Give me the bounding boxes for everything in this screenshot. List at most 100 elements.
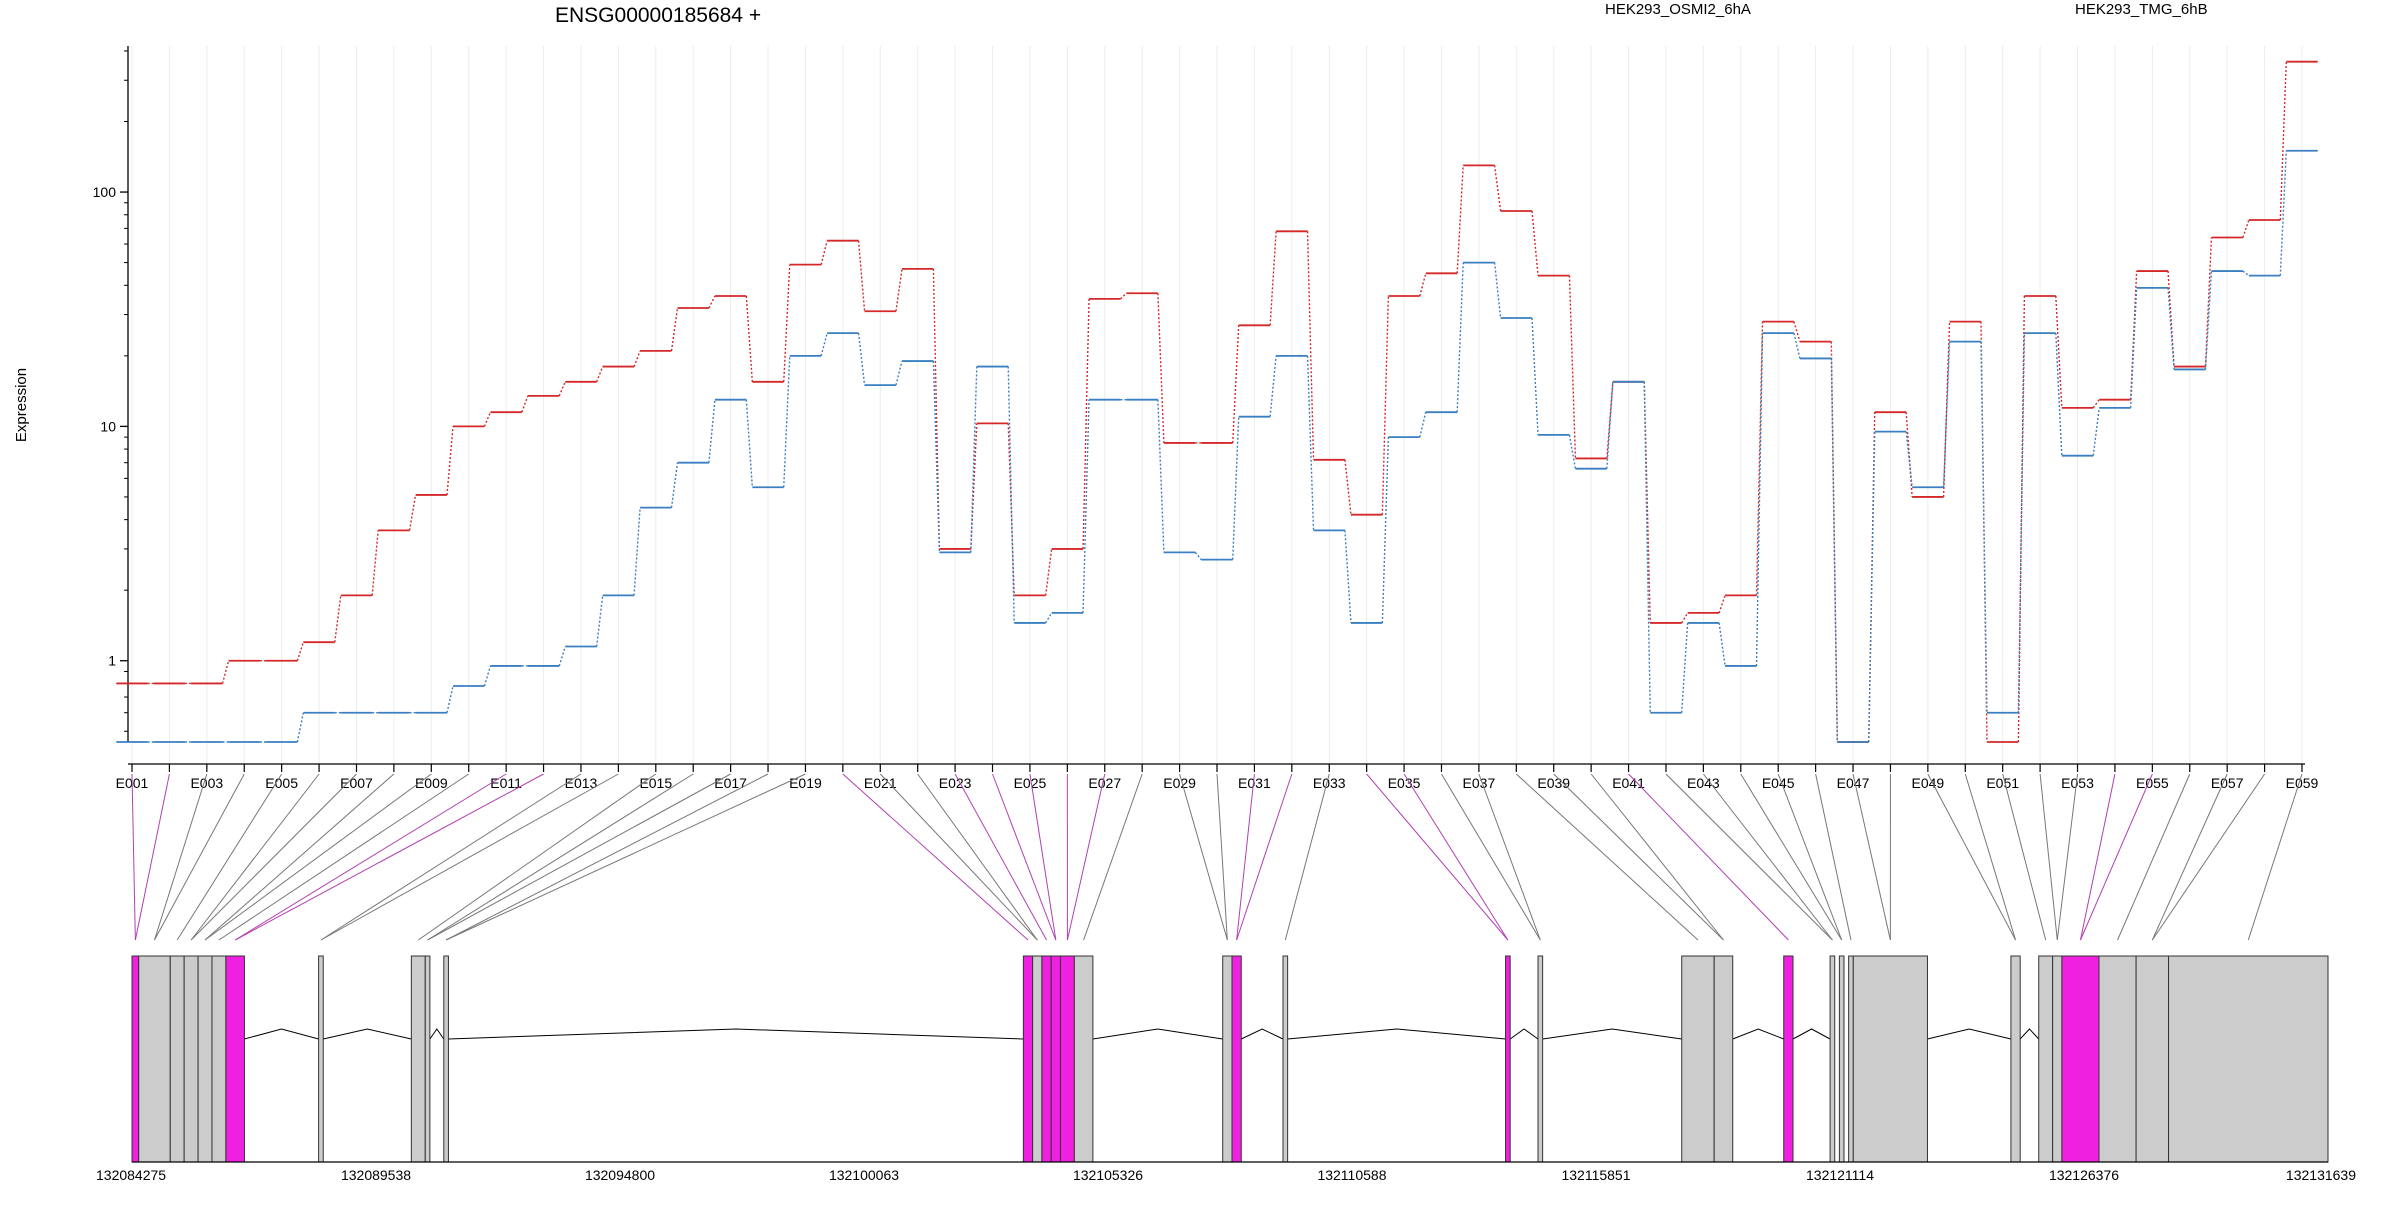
genomic-coordinate-label: 132094800 — [585, 1167, 655, 1183]
series-2-connector — [1457, 263, 1463, 413]
exon-block — [1223, 956, 1232, 1162]
series-2-connector — [746, 400, 752, 488]
connector-E024 — [993, 774, 1056, 940]
exon-block — [1784, 956, 1793, 1162]
series-2-connector — [1345, 530, 1351, 623]
connector-E045 — [1778, 774, 1841, 940]
series-1-connector — [1532, 211, 1538, 276]
y-axis-label: Expression — [13, 368, 30, 442]
series-2-connector — [859, 333, 865, 385]
connector-E029 — [1180, 774, 1228, 940]
connector-E033 — [1285, 774, 1329, 940]
series-1-connector — [1046, 549, 1052, 595]
genomic-coordinate-label: 132084275 — [96, 1167, 166, 1183]
genomic-coordinate-label: 132131639 — [2286, 1167, 2356, 1183]
exon-block — [1060, 956, 1074, 1162]
connector-E032 — [1237, 774, 1292, 940]
exon-block — [2136, 956, 2168, 1162]
series-1-connector — [859, 241, 865, 312]
series-1-connector — [746, 296, 752, 382]
x-tick-label-E037: E037 — [1463, 775, 1496, 791]
exon-block — [1714, 956, 1733, 1162]
series-1-connector — [410, 495, 416, 530]
x-tick-label-E045: E045 — [1762, 775, 1795, 791]
exon-block — [444, 956, 449, 1162]
exon-block — [1283, 956, 1288, 1162]
exon-block — [319, 956, 324, 1162]
exon-block — [1830, 956, 1835, 1162]
connector-E010 — [219, 774, 469, 940]
series-1-connector — [447, 426, 453, 495]
exon-block — [1839, 956, 1844, 1162]
connector-E005 — [177, 774, 281, 940]
connector-E053 — [2057, 774, 2077, 940]
x-tick-label-E021: E021 — [864, 775, 897, 791]
genomic-coordinate-label: 132100063 — [829, 1167, 899, 1183]
y-tick-label-10: 10 — [100, 418, 116, 434]
series-2-connector — [1495, 263, 1501, 318]
x-tick-label-E009: E009 — [415, 775, 448, 791]
chart-title: ENSG00000185684 + — [555, 4, 761, 27]
connector-E002 — [135, 774, 169, 940]
legend-entry-tmg: HEK293_TMG_6hB — [2075, 1, 2208, 18]
series-2-connector — [2056, 333, 2062, 456]
connector-E057 — [2152, 774, 2227, 940]
connector-E054 — [2080, 774, 2114, 940]
grid — [132, 46, 2302, 764]
x-tick-label-E007: E007 — [340, 775, 373, 791]
exon-connector-lines — [132, 774, 2302, 940]
connector-E051 — [2003, 774, 2046, 940]
exon-block — [1042, 956, 1051, 1162]
x-tick-label-E035: E035 — [1388, 775, 1421, 791]
intron-line — [323, 1029, 411, 1039]
connector-E056 — [2118, 774, 2190, 940]
series-2-connector — [1644, 382, 1650, 713]
connector-E058 — [2152, 774, 2264, 940]
genomic-coordinate-label: 132110588 — [1317, 1167, 1386, 1183]
series-2-connector — [447, 686, 453, 713]
exon-block — [212, 956, 226, 1162]
x-tick-label-E005: E005 — [265, 775, 298, 791]
series-2-connector — [709, 400, 715, 463]
genomic-coordinate-label: 132089538 — [341, 1167, 411, 1183]
intron-line — [1927, 1029, 2010, 1039]
exon-block — [425, 956, 430, 1162]
exon-block — [1232, 956, 1241, 1162]
series-2-connector — [1046, 613, 1052, 623]
series-1-connector — [1008, 423, 1014, 595]
series-1-connector — [971, 423, 977, 549]
series-1-connector — [1831, 342, 1837, 742]
genomic-coordinate-label: 132121114 — [1806, 1167, 1874, 1183]
exon-block — [139, 956, 171, 1162]
series-2-connector — [784, 356, 790, 487]
connector-E025 — [1030, 774, 1056, 940]
exon-block — [1074, 956, 1093, 1162]
series-1-connector — [784, 265, 790, 382]
connector-E011 — [235, 774, 506, 940]
connector-E039 — [1554, 774, 1724, 940]
series-1-connector — [1233, 325, 1239, 443]
x-tick-label-E041: E041 — [1612, 775, 1645, 791]
series-1-connector — [597, 367, 603, 382]
series-1-connector — [484, 412, 490, 426]
connector-E042 — [1666, 774, 1832, 940]
connector-E027 — [1067, 774, 1104, 940]
intron-line — [244, 1029, 318, 1039]
connector-E015 — [418, 774, 655, 940]
exon-block — [184, 956, 198, 1162]
series-2-connector — [597, 595, 603, 646]
exon-block — [1538, 956, 1543, 1162]
exon-block — [1506, 956, 1511, 1162]
series-2-connector — [2243, 271, 2249, 276]
series-1-connector — [223, 661, 229, 684]
series-1-connector — [709, 296, 715, 308]
series-1-connector — [1757, 322, 1763, 596]
x-tick-label-E027: E027 — [1088, 775, 1121, 791]
connector-E047 — [1853, 774, 1890, 940]
series-2-connector — [1719, 623, 1725, 666]
series-2-connector — [2205, 271, 2211, 369]
x-tick-label-E023: E023 — [939, 775, 972, 791]
connector-E043 — [1703, 774, 1832, 940]
x-tick-label-E049: E049 — [1912, 775, 1945, 791]
